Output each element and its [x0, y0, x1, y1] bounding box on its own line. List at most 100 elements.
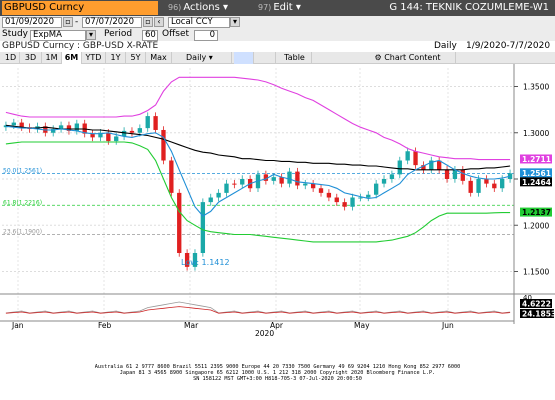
low-price-label: Low: 1.1412	[181, 258, 230, 267]
chevron-down-icon: ▾	[208, 53, 213, 62]
candle-body	[200, 202, 206, 253]
volatility-line	[5, 306, 511, 314]
period-button-1y[interactable]: 1Y	[106, 52, 126, 64]
candle-body	[484, 179, 489, 184]
start-date-field[interactable]: 01/09/2020	[2, 17, 62, 28]
actions-menu[interactable]: 96) Actions ▾	[168, 2, 228, 14]
graph-title: G 144: TEKNIK COZUMLEME-W1	[389, 2, 549, 13]
candle-body	[326, 192, 332, 198]
x-axis-label: 2020	[255, 329, 274, 338]
candle-body	[106, 132, 111, 142]
table-button[interactable]: Table	[278, 52, 312, 64]
frequency-select[interactable]: Daily ▾	[184, 52, 232, 64]
security-description: GBPUSD Curncy : GBP-USD X-RATE	[2, 41, 159, 51]
candle-body	[271, 177, 276, 181]
actions-menu-label: Actions	[183, 2, 220, 13]
period-button-1d[interactable]: 1D	[2, 52, 20, 64]
chevron-down-icon: ▾	[295, 2, 301, 13]
back-arrow-icon[interactable]: ‹	[154, 17, 164, 27]
x-tick-label: Mar	[184, 321, 199, 330]
candle-body	[429, 160, 434, 170]
edit-menu[interactable]: 97) Edit ▾	[258, 2, 301, 14]
calendar-icon[interactable]: ▫	[63, 17, 73, 27]
calendar-icon[interactable]: ▫	[143, 17, 153, 27]
candle-body	[169, 160, 174, 193]
series-line	[5, 141, 511, 243]
candle-body	[452, 169, 458, 179]
study-label: Study	[2, 29, 28, 39]
candle-body	[468, 180, 473, 193]
value-label-box	[520, 207, 552, 217]
candle-body	[121, 130, 127, 137]
series-line	[5, 124, 511, 171]
y-tick-label: 1.1500	[523, 268, 549, 277]
lower-value-box	[520, 299, 552, 308]
series-line	[5, 125, 511, 217]
price-chart[interactable]: 50.0(1.2561) 61.8(1.2216) 23.6(1.1900) 1.3…	[0, 64, 555, 364]
y-tick-label: 1.3500	[523, 83, 549, 92]
candle-body	[90, 133, 95, 138]
line-tool-button[interactable]	[234, 52, 254, 64]
candle-body	[381, 179, 387, 184]
edit-menu-label: Edit	[273, 2, 293, 13]
chevron-down-icon[interactable]: ▾	[86, 30, 96, 40]
period-button-3d[interactable]: 3D	[20, 52, 42, 64]
candle-body	[177, 192, 182, 253]
study-row: Study ExpMA ▾ Period 60 Offset 0	[0, 29, 555, 41]
candle-body	[421, 165, 426, 170]
date-row: 01/09/2020 ▫ - 07/07/2020 ▫ ‹ Local CCY …	[0, 16, 555, 29]
candle-body	[58, 125, 64, 130]
indicator-lines	[5, 76, 511, 243]
security-ticker[interactable]: GBPUSD Curncy	[2, 1, 158, 15]
end-date-field[interactable]: 07/07/2020	[82, 17, 142, 28]
candle-body	[279, 177, 284, 184]
frequency-label: Daily	[434, 41, 457, 51]
candle-body	[232, 183, 237, 185]
offset-field[interactable]: 0	[194, 30, 218, 41]
chart-content-button[interactable]: ⚙ Chart Content	[360, 52, 456, 64]
candle-body	[216, 192, 221, 198]
info-row: GBPUSD Curncy : GBP-USD X-RATE Daily 1/9…	[0, 41, 555, 52]
value-label: 1.2464	[522, 178, 551, 187]
candle-body	[318, 188, 324, 193]
value-label: 1.2711	[522, 155, 551, 164]
period-button-6m[interactable]: 6M	[62, 52, 82, 64]
x-tick-label: Apr	[270, 321, 284, 330]
date-range-label: 1/9/2020-7/7/2020	[466, 41, 551, 51]
lower-value-label: 24.1853	[522, 310, 555, 319]
actions-menu-number: 96)	[168, 3, 182, 12]
chart-content-label: Chart Content	[384, 53, 441, 62]
value-label-box	[520, 168, 552, 178]
period-field[interactable]: 60	[142, 30, 158, 41]
period-button-1m[interactable]: 1M	[42, 52, 62, 64]
tool-button[interactable]	[256, 52, 276, 64]
title-bar: GBPUSD Curncy 96) Actions ▾ 97) Edit ▾ G 1…	[0, 0, 555, 16]
x-tick-label: Jun	[441, 321, 454, 330]
chart-toolbar: 1D 3D 1M 6M YTD 1Y 5Y Max Daily ▾ Table ⚙ Chart…	[0, 52, 555, 64]
candle-body	[74, 123, 79, 131]
candle-body	[161, 129, 166, 161]
period-button-5y[interactable]: 5Y	[126, 52, 146, 64]
footer-line-1: Australia 61 2 9777 8600 Brazil 5511 239…	[94, 364, 461, 370]
candle-body	[295, 171, 300, 186]
period-button-max[interactable]: Max	[146, 52, 172, 64]
value-label-box	[520, 154, 552, 164]
candle-body	[137, 128, 143, 133]
candle-body	[287, 171, 292, 184]
chart-background	[0, 64, 555, 364]
candle-body	[444, 169, 450, 179]
period-button-ytd[interactable]: YTD	[82, 52, 106, 64]
period-label: Period	[104, 29, 133, 39]
candle-body	[66, 125, 72, 131]
frequency-select-label: Daily	[186, 53, 207, 62]
fib-label: 61.8(1.2216)	[3, 199, 42, 206]
candle-body	[129, 130, 135, 133]
currency-select[interactable]: Local CCY	[168, 17, 230, 28]
candle-body	[405, 151, 410, 161]
study-select[interactable]: ExpMA	[30, 30, 86, 41]
chevron-down-icon[interactable]: ▾	[230, 17, 240, 27]
candle-body	[184, 253, 190, 267]
y-tick-label: 1.2000	[523, 221, 549, 230]
